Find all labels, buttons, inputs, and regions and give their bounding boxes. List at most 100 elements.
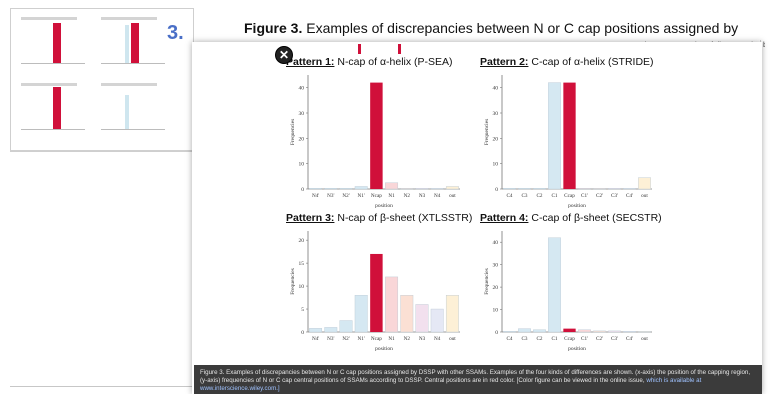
x-tick-label: N2 [404, 193, 411, 199]
figure-panel-pattern-4: Pattern 4: C-cap of β-sheet (SECSTR) 0 10… [480, 212, 662, 358]
bar-Ncap [370, 82, 383, 189]
x-tick-label: N4 [434, 336, 441, 342]
panel-title-prefix: Pattern 2: [480, 56, 529, 68]
x-tick-label: C3' [611, 193, 618, 199]
thumbnail-3[interactable] [17, 81, 89, 135]
x-tick-label: C3 [521, 336, 527, 342]
viewer-top-strip [356, 44, 408, 54]
x-tick-label: N3' [327, 193, 334, 199]
x-tick-label: C4 [506, 336, 512, 342]
bar-N4' [309, 328, 323, 333]
y-tick-label: 10 [299, 284, 305, 290]
bar-chart: 0 5 10 15 20 Frequencies N4' N3' N2' N1' Ncap N1 N2 N… [290, 231, 460, 352]
bar-C4 [503, 188, 516, 190]
panel-title-rest: C-cap of α-helix (STRIDE) [528, 56, 654, 68]
y-tick-label: 5 [301, 307, 304, 313]
x-tick-label: out [641, 193, 648, 199]
bar-N1' [354, 295, 368, 333]
bar-C4 [503, 331, 516, 333]
x-tick-label: out [449, 193, 456, 199]
thumbnail-4[interactable] [97, 81, 169, 135]
bar-N3' [324, 188, 338, 190]
bar-C2' [593, 188, 606, 190]
x-axis-label: position [568, 203, 586, 209]
figure-caption: Figure 3. Examples of discrepancies betw… [194, 365, 762, 394]
caption-link[interactable]: which is available at www.interscience.w… [200, 377, 702, 392]
y-tick-label: 20 [493, 285, 499, 291]
figure-viewer: Pattern 1: N-cap of α-helix (P-SEA) 0 10 2… [192, 42, 762, 394]
figure-heading-label: Figure 3. [244, 20, 303, 36]
bar-C4' [623, 188, 636, 190]
section-number: 3. [167, 22, 184, 44]
y-tick-label: 0 [495, 330, 498, 336]
bar-C2' [593, 330, 606, 333]
bar-N4 [430, 188, 444, 190]
y-axis-label: Frequencies [484, 268, 490, 295]
x-tick-label: C4 [506, 193, 512, 199]
bar-C1' [578, 329, 591, 333]
bar-N1' [354, 186, 368, 190]
x-tick-label: C1 [551, 336, 557, 342]
x-axis-label: position [375, 346, 393, 352]
y-tick-label: 30 [299, 111, 305, 117]
x-tick-label: Ccap [564, 336, 575, 342]
panel-title-rest: N-cap of α-helix (P-SEA) [334, 56, 453, 68]
bar-C1 [548, 237, 561, 333]
y-tick-label: 30 [493, 111, 499, 117]
x-tick-label: N1 [388, 193, 395, 199]
bar-Ncap [370, 253, 383, 332]
y-tick-label: 40 [493, 86, 499, 92]
panel-title: Pattern 3: N-cap of β-sheet (XTLSSTR) [286, 212, 472, 224]
x-tick-label: C2' [596, 336, 603, 342]
bar-C3 [518, 328, 531, 333]
bar-N4 [430, 308, 444, 333]
caption-text: Figure 3. Examples of discrepancies betw… [200, 369, 751, 384]
x-tick-label: Ncap [371, 193, 382, 199]
thumbnail-1[interactable] [17, 15, 89, 69]
figure-panel-pattern-2: Pattern 2: C-cap of α-helix (STRIDE) 0 10… [480, 56, 656, 216]
bar-N1 [385, 276, 399, 333]
y-tick-label: 20 [493, 136, 499, 142]
thumbnail-2[interactable] [97, 15, 169, 69]
y-tick-label: 0 [301, 330, 304, 336]
figure-panel-pattern-3: Pattern 3: N-cap of β-sheet (XTLSSTR) 0 5… [286, 212, 472, 358]
x-tick-label: N2 [404, 336, 411, 342]
bar-chart: 0 10 20 30 40 Frequencies C4 C3 C2 C1 Ccap C1' C2' C3… [484, 231, 652, 352]
x-tick-label: Ccap [564, 193, 575, 199]
x-tick-label: N1 [388, 336, 395, 342]
x-tick-label: N4 [434, 193, 441, 199]
x-tick-label: N1' [358, 193, 365, 199]
x-tick-label: Ncap [371, 336, 382, 342]
figure-heading: Figure 3. Examples of discrepancies betw… [244, 20, 738, 36]
x-tick-label: N3 [419, 193, 426, 199]
x-tick-label: C3 [521, 193, 527, 199]
bar-out [445, 186, 459, 190]
bar-N3 [415, 188, 429, 190]
x-tick-label: N4' [312, 336, 319, 342]
bar-C4' [623, 331, 636, 333]
bar-N2' [339, 188, 353, 190]
bar-out [638, 177, 651, 190]
x-tick-label: N1' [358, 336, 365, 342]
x-tick-label: C2 [536, 336, 542, 342]
bar-N2' [339, 320, 353, 333]
bar-Ccap [563, 82, 576, 189]
panel-title-prefix: Pattern 1: [286, 56, 335, 68]
bar-C3 [518, 188, 531, 190]
bar-Ccap [563, 328, 576, 332]
panel-title-prefix: Pattern 4: [480, 212, 529, 224]
panel-title-prefix: Pattern 3: [286, 212, 335, 224]
close-button[interactable]: ✕ [275, 46, 293, 64]
y-axis-label: Frequencies [290, 268, 296, 295]
y-axis-label: Frequencies [484, 119, 490, 146]
x-tick-label: C1' [581, 336, 588, 342]
x-tick-label: C2 [536, 193, 542, 199]
bar-out [638, 331, 651, 333]
y-tick-label: 40 [493, 240, 499, 246]
background-figure-thumbnails[interactable] [10, 8, 194, 152]
x-tick-label: N2' [342, 193, 349, 199]
bar-chart: 0 10 20 30 40 Frequencies N4' N3' N2' N1' Ncap N1 N2… [290, 75, 460, 209]
panel-title: Pattern 1: N-cap of α-helix (P-SEA) [286, 56, 453, 68]
y-tick-label: 20 [299, 238, 305, 244]
bar-C2 [533, 188, 546, 190]
